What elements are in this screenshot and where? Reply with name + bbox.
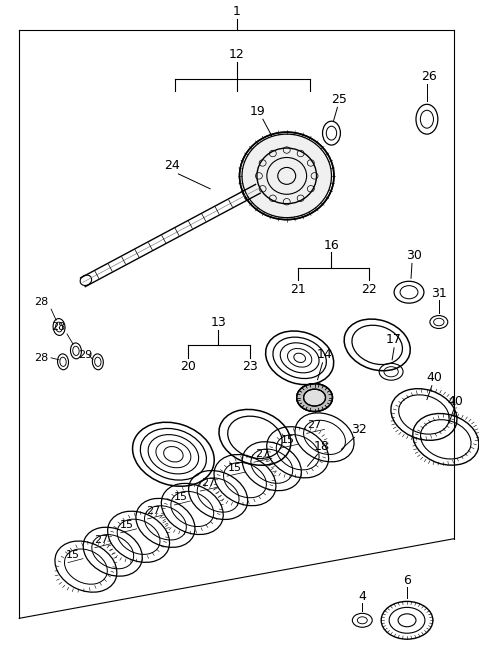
Text: 25: 25 xyxy=(332,93,348,106)
Text: 13: 13 xyxy=(210,316,226,329)
Text: 27: 27 xyxy=(146,506,161,516)
Text: 27: 27 xyxy=(94,534,108,545)
Text: 27: 27 xyxy=(201,478,216,488)
Text: 18: 18 xyxy=(313,440,329,453)
Text: 19: 19 xyxy=(250,105,266,118)
Text: 20: 20 xyxy=(180,360,196,373)
Text: 15: 15 xyxy=(120,520,133,530)
Text: 17: 17 xyxy=(386,333,402,346)
Text: 6: 6 xyxy=(403,574,411,587)
Text: 26: 26 xyxy=(421,70,437,83)
Text: 40: 40 xyxy=(448,395,464,408)
Text: 29: 29 xyxy=(78,350,92,360)
Ellipse shape xyxy=(297,384,333,411)
Text: 22: 22 xyxy=(361,283,377,295)
Text: 28: 28 xyxy=(34,353,48,363)
Text: 28: 28 xyxy=(34,297,48,307)
Text: 28: 28 xyxy=(51,322,65,332)
Text: 14: 14 xyxy=(317,348,332,362)
Text: 1: 1 xyxy=(233,5,241,18)
Text: 32: 32 xyxy=(351,423,367,436)
Text: 15: 15 xyxy=(281,436,295,445)
Text: 21: 21 xyxy=(290,283,306,295)
Text: 27: 27 xyxy=(255,449,269,459)
Ellipse shape xyxy=(240,132,334,219)
Text: 23: 23 xyxy=(242,360,258,373)
Text: 27: 27 xyxy=(308,421,322,430)
Ellipse shape xyxy=(304,389,325,406)
Text: 15: 15 xyxy=(66,550,80,559)
Text: 24: 24 xyxy=(165,159,180,172)
Text: 15: 15 xyxy=(228,463,242,473)
Text: 40: 40 xyxy=(426,371,442,384)
Text: 16: 16 xyxy=(324,239,339,252)
Text: 4: 4 xyxy=(359,590,366,603)
Text: 30: 30 xyxy=(406,249,422,262)
Text: 31: 31 xyxy=(431,287,447,300)
Text: 12: 12 xyxy=(229,48,245,61)
Text: 15: 15 xyxy=(173,492,187,502)
